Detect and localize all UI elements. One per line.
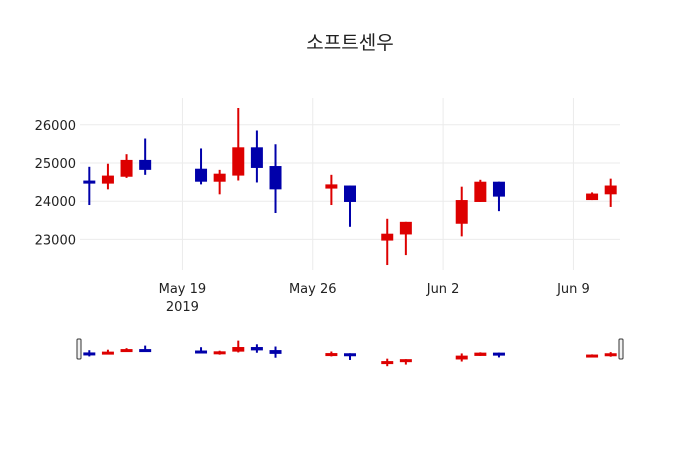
- candle[interactable]: [474, 179, 487, 202]
- candle-body: [139, 159, 152, 170]
- mini-candle-body: [381, 361, 394, 365]
- mini-candle-body: [213, 351, 226, 355]
- range-slider[interactable]: [76, 338, 624, 367]
- range-slider-left-handle[interactable]: [76, 338, 82, 360]
- y-tick-label: 23000: [35, 233, 76, 248]
- mini-candle-body: [250, 347, 263, 351]
- candle-body: [399, 221, 412, 235]
- x-tick-label: Jun 9: [556, 282, 590, 297]
- mini-candle-body: [492, 352, 505, 356]
- candle[interactable]: [83, 166, 96, 206]
- mini-candle-body: [474, 352, 487, 356]
- candle[interactable]: [492, 181, 505, 212]
- candle-body: [250, 147, 263, 168]
- x-tick-label: May 19: [159, 282, 207, 297]
- mini-candle-body: [83, 352, 96, 356]
- mini-candle-body: [139, 349, 152, 353]
- x-tick-label: May 26: [289, 282, 337, 297]
- candle[interactable]: [604, 178, 617, 207]
- mini-candle-body: [269, 350, 282, 354]
- candle[interactable]: [381, 218, 394, 266]
- candle[interactable]: [101, 163, 114, 190]
- mini-candle-body: [101, 351, 114, 355]
- x-axis: May 19 2019 May 26 Jun 2 Jun 9: [159, 282, 590, 315]
- mini-candle-body: [604, 353, 617, 357]
- gridlines: [80, 98, 620, 270]
- candle-body: [325, 184, 338, 189]
- candle-body: [455, 200, 468, 224]
- range-slider-preview: [83, 340, 617, 367]
- candle-body: [195, 168, 208, 182]
- candle-body: [604, 185, 617, 195]
- candle[interactable]: [139, 138, 152, 175]
- chart-title: 소프트센우: [306, 32, 394, 54]
- x-tick-year-label: 2019: [166, 300, 199, 315]
- candle[interactable]: [232, 107, 245, 181]
- candle-body: [269, 166, 282, 190]
- candle-body: [344, 185, 356, 202]
- candle-body: [232, 147, 245, 176]
- candle[interactable]: [586, 192, 599, 201]
- candle-body: [120, 159, 133, 177]
- candle-body: [474, 181, 487, 202]
- mini-candle-body: [586, 354, 599, 358]
- x-tick-label: Jun 2: [426, 282, 460, 297]
- y-tick-label: 24000: [35, 195, 76, 210]
- y-axis: 23000 24000 25000 26000: [35, 119, 76, 249]
- candle-body: [492, 181, 505, 197]
- candle[interactable]: [269, 144, 282, 214]
- candle[interactable]: [455, 186, 468, 237]
- mini-candle-body: [120, 349, 133, 353]
- candle[interactable]: [344, 185, 356, 227]
- candle[interactable]: [195, 148, 208, 185]
- mini-candle-body: [399, 359, 412, 363]
- mini-candle-body: [232, 347, 245, 352]
- mini-candle-body: [325, 353, 338, 357]
- candle[interactable]: [250, 130, 263, 183]
- candle[interactable]: [120, 154, 133, 178]
- candle[interactable]: [213, 169, 226, 195]
- mini-candle-body: [195, 350, 208, 354]
- candlestick-series: [83, 107, 617, 266]
- candle-body: [586, 193, 599, 201]
- y-tick-label: 26000: [35, 119, 76, 134]
- candle[interactable]: [399, 221, 412, 256]
- mini-candle-body: [344, 353, 356, 357]
- candle-body: [381, 233, 394, 241]
- candle-body: [83, 180, 96, 184]
- y-tick-label: 25000: [35, 157, 76, 172]
- candle-body: [101, 175, 114, 184]
- mini-candle-body: [455, 355, 468, 360]
- candle[interactable]: [325, 174, 338, 206]
- range-slider-right-handle[interactable]: [618, 338, 624, 360]
- plot-area[interactable]: [80, 98, 620, 270]
- candle-body: [213, 173, 226, 182]
